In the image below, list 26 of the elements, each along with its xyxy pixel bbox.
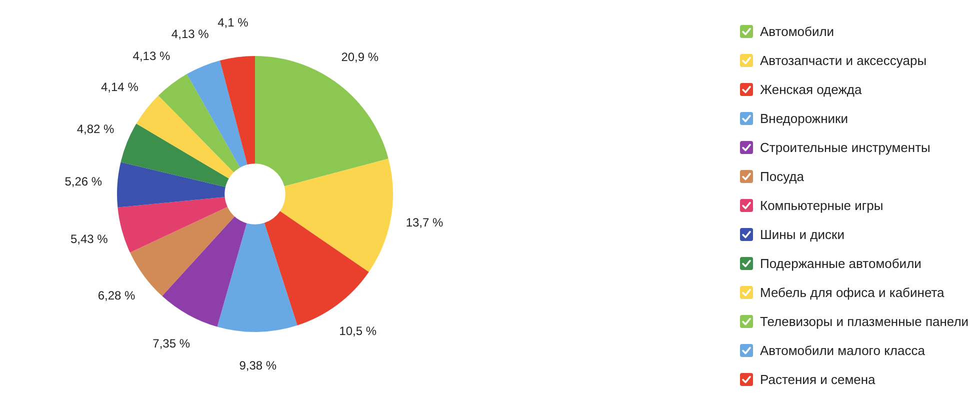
- legend-label: Строительные инструменты: [760, 140, 930, 155]
- data-label: 5,43 %: [70, 232, 108, 246]
- data-label: 4,1 %: [218, 16, 249, 30]
- data-label: 7,35 %: [152, 336, 190, 351]
- data-label: 9,38 %: [239, 358, 277, 372]
- legend-label: Автозапчасти и аксессуары: [760, 53, 927, 68]
- data-label: 20,9 %: [341, 50, 379, 64]
- legend-label: Мебель для офиса и кабинета: [760, 285, 944, 300]
- legend-label: Растения и семена: [760, 372, 876, 387]
- data-label: 4,82 %: [76, 122, 115, 136]
- legend-label: Автомобили: [760, 24, 834, 39]
- legend-label: Подержанные автомобили: [760, 256, 922, 271]
- data-label: 4,13 %: [132, 48, 170, 63]
- data-label: 13,7 %: [406, 216, 444, 230]
- data-label: 6,28 %: [98, 288, 136, 302]
- legend-label: Посуда: [760, 169, 804, 184]
- legend-label: Автомобили малого класса: [760, 343, 925, 358]
- legend-label: Внедорожники: [760, 111, 848, 126]
- data-label: 5,26 %: [64, 174, 102, 189]
- legend-label: Женская одежда: [760, 82, 862, 97]
- data-label: 4,13 %: [171, 27, 210, 42]
- legend-label: Шины и диски: [760, 227, 844, 242]
- legend-label: Компьютерные игры: [760, 198, 884, 213]
- data-label: 4,14 %: [100, 80, 139, 94]
- legend-label: Телевизоры и плазменные панели: [760, 314, 969, 329]
- data-label: 10,5 %: [339, 324, 377, 338]
